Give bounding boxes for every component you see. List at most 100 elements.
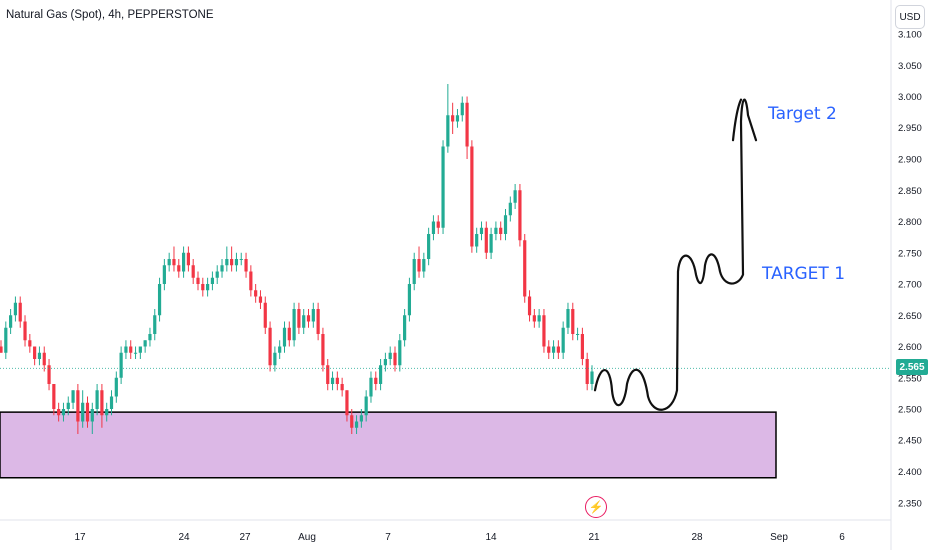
candle [109, 390, 114, 416]
candle-body [239, 259, 243, 260]
symbol-title: Natural Gas (Spot), 4h, PEPPERSTONE [6, 9, 214, 21]
candle [547, 340, 551, 359]
price-tick-label: 2.600 [898, 342, 922, 353]
lightning-icon[interactable]: ⚡ [585, 496, 607, 518]
candle [292, 302, 296, 347]
candle-body [119, 352, 123, 378]
candle-body [220, 265, 224, 272]
price-tick-label: 2.850 [898, 186, 922, 197]
candle-body [503, 215, 508, 234]
candle-body [330, 377, 335, 384]
candle-body [508, 202, 512, 216]
candle-body [90, 409, 94, 422]
candle [273, 346, 277, 372]
projection-path [593, 98, 758, 411]
candle-body [42, 352, 46, 366]
price-tick-label: 2.950 [898, 123, 922, 134]
candle-body [157, 284, 162, 316]
candle [215, 265, 219, 284]
candle-body [326, 365, 330, 384]
candle [230, 246, 234, 272]
price-tick-label: 2.700 [898, 280, 922, 291]
candle [460, 96, 464, 122]
candle-body [427, 234, 431, 259]
candle [191, 259, 195, 284]
candle [13, 296, 18, 322]
time-tick-label: 7 [385, 532, 391, 543]
candle-body [350, 415, 354, 428]
price-tick-label: 2.550 [898, 373, 922, 384]
candle [436, 215, 440, 234]
candle [345, 390, 349, 422]
candle-body [143, 340, 147, 347]
candle-body [388, 352, 392, 359]
candle [427, 227, 431, 266]
candle [585, 352, 589, 391]
candle [369, 371, 373, 403]
candle-body [196, 277, 200, 284]
candle-body [364, 396, 368, 416]
candle [249, 265, 253, 297]
candle [407, 277, 412, 322]
price-tick-label: 3.000 [898, 92, 922, 103]
candle-body [335, 377, 339, 384]
candle [33, 346, 37, 366]
candle [0, 340, 3, 353]
candle-body [494, 227, 498, 234]
candle [66, 396, 70, 416]
candle [143, 340, 147, 353]
candle [575, 327, 580, 341]
candle [335, 371, 339, 391]
candle [47, 359, 51, 391]
candle-body [374, 377, 378, 384]
candle [138, 346, 142, 359]
candle [503, 209, 508, 241]
candle-body [162, 265, 166, 284]
candle [359, 409, 363, 428]
candle [508, 196, 512, 222]
candle [302, 309, 306, 334]
candle-body [311, 309, 315, 322]
candle-body [85, 402, 90, 422]
candle [479, 221, 484, 241]
candle [239, 252, 243, 266]
candle-body [489, 234, 493, 253]
candle-body [551, 346, 556, 353]
candle-body [9, 315, 13, 328]
candle-body [201, 284, 205, 291]
candle-body [359, 415, 363, 422]
time-tick-label: 17 [74, 532, 86, 543]
candle [340, 377, 344, 397]
currency-button[interactable]: USD [895, 5, 925, 29]
projection-peak-left [731, 98, 743, 142]
candle [225, 246, 229, 272]
candle [523, 234, 527, 303]
candle [499, 221, 503, 241]
candle-body [383, 359, 387, 366]
candle [354, 415, 359, 434]
price-tick-label: 2.350 [898, 498, 922, 509]
candle-body [61, 409, 66, 416]
candle-body [287, 327, 291, 341]
candle [172, 246, 176, 272]
target-2-label: Target 2 [768, 104, 837, 124]
candle-body [403, 315, 407, 341]
time-axis[interactable]: 17 24 27 Aug 7 14 21 28 Sep 6 [74, 532, 845, 543]
candle-body [306, 315, 311, 322]
candle-body [263, 302, 267, 328]
candle-body [177, 265, 181, 272]
candle-body [47, 365, 51, 384]
candle [100, 384, 104, 428]
candle [153, 309, 157, 341]
candle-body [460, 102, 464, 116]
candle [311, 302, 315, 328]
price-tick-label: 2.500 [898, 405, 922, 416]
candle-body [129, 346, 133, 353]
candle-body [393, 352, 397, 366]
price-tick-label: 2.800 [898, 217, 922, 228]
candle-body [302, 315, 306, 328]
candle [455, 109, 460, 128]
price-axis[interactable]: 3.100 3.050 3.000 2.950 2.900 2.850 2.800 2.750… [898, 30, 922, 510]
